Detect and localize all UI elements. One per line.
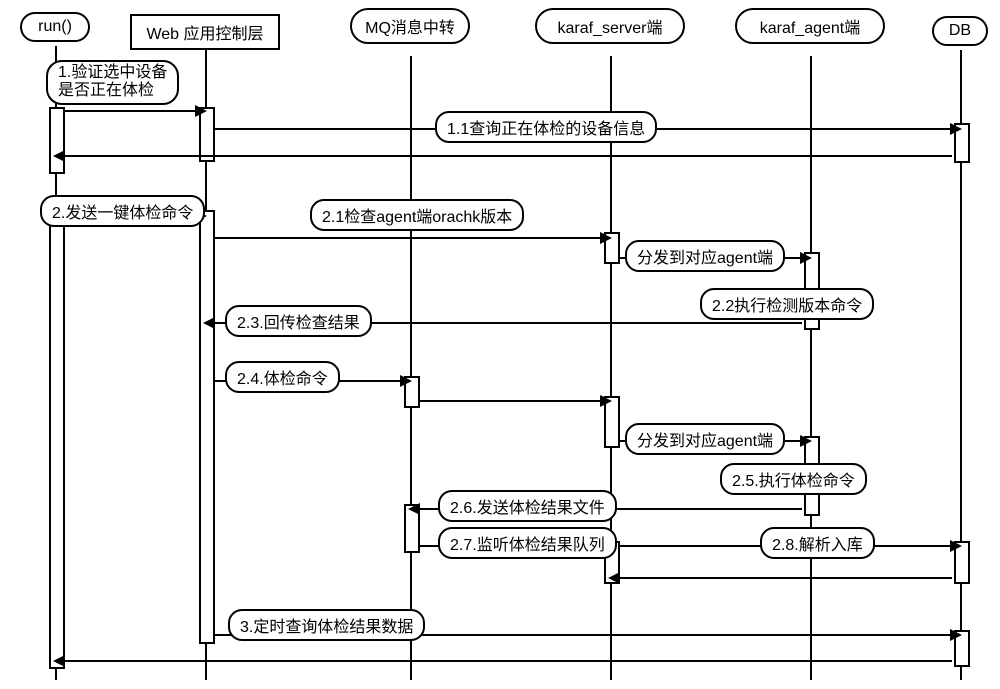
msg-m2_1: 2.1检查agent端orachk版本 bbox=[310, 199, 524, 231]
arrowhead-m2_4 bbox=[400, 375, 412, 387]
msg-m2_4: 2.4.体检命令 bbox=[225, 361, 340, 393]
arrowhead-m2_1 bbox=[600, 232, 612, 244]
arrowhead-m2_1a bbox=[800, 252, 812, 264]
activation-run-0 bbox=[49, 107, 65, 174]
arrow-m1_1r bbox=[63, 155, 952, 157]
msg-m2_8: 2.8.解析入库 bbox=[760, 527, 875, 559]
msg-m2_4a: 分发到对应agent端 bbox=[625, 423, 785, 455]
lifeline-server bbox=[610, 56, 612, 680]
arrowhead-m2_3 bbox=[203, 317, 215, 329]
msg-m2_1a: 分发到对应agent端 bbox=[625, 240, 785, 272]
arrowhead-m2_4a bbox=[800, 435, 812, 447]
msg-m2_3: 2.3.回传检查结果 bbox=[225, 305, 372, 337]
arrowhead-m2_8 bbox=[950, 540, 962, 552]
msg-m1: 1.验证选中设备是否正在体检 bbox=[46, 60, 179, 105]
sequence-diagram: run() Web 应用控制层 MQ消息中转 karaf_server端 karaf_a… bbox=[0, 0, 1000, 689]
msg-m2_5: 2.5.执行体检命令 bbox=[720, 463, 867, 495]
activation-web-4 bbox=[199, 210, 215, 644]
arrowhead-m1_1 bbox=[950, 123, 962, 135]
lifeline-head-web: Web 应用控制层 bbox=[130, 14, 280, 50]
lifeline-mq bbox=[410, 56, 412, 680]
msg-m2_2: 2.2执行检测版本命令 bbox=[700, 288, 874, 320]
arrow-m3r bbox=[63, 660, 952, 662]
lifeline-head-db: DB bbox=[932, 16, 988, 46]
arrow-m2_4b bbox=[418, 400, 602, 402]
lifeline-head-mq: MQ消息中转 bbox=[350, 8, 470, 44]
arrow-m2_8r bbox=[618, 577, 952, 579]
lifeline-agent bbox=[810, 56, 812, 680]
msg-m3: 3.定时查询体检结果数据 bbox=[228, 609, 425, 641]
arrow-m2_1 bbox=[213, 237, 602, 239]
arrow-m1 bbox=[63, 110, 197, 112]
lifeline-head-run: run() bbox=[20, 12, 90, 42]
arrowhead-m1_1r bbox=[53, 150, 65, 162]
arrowhead-m1 bbox=[195, 105, 207, 117]
arrowhead-m2_6 bbox=[408, 503, 420, 515]
arrowhead-m3 bbox=[950, 629, 962, 641]
msg-m2_7: 2.7.监听体检结果队列 bbox=[438, 527, 617, 559]
msg-m1_1: 1.1查询正在体检的设备信息 bbox=[435, 111, 657, 143]
activation-run-3 bbox=[49, 210, 65, 669]
arrowhead-m2_4b bbox=[600, 395, 612, 407]
lifeline-head-server: karaf_server端 bbox=[535, 8, 685, 44]
lifeline-head-agent: karaf_agent端 bbox=[735, 8, 885, 44]
arrowhead-m2_8r bbox=[608, 572, 620, 584]
msg-m2_6: 2.6.发送体检结果文件 bbox=[438, 490, 617, 522]
msg-m2: 2.发送一键体检命令 bbox=[40, 195, 205, 227]
arrowhead-m3r bbox=[53, 655, 65, 667]
